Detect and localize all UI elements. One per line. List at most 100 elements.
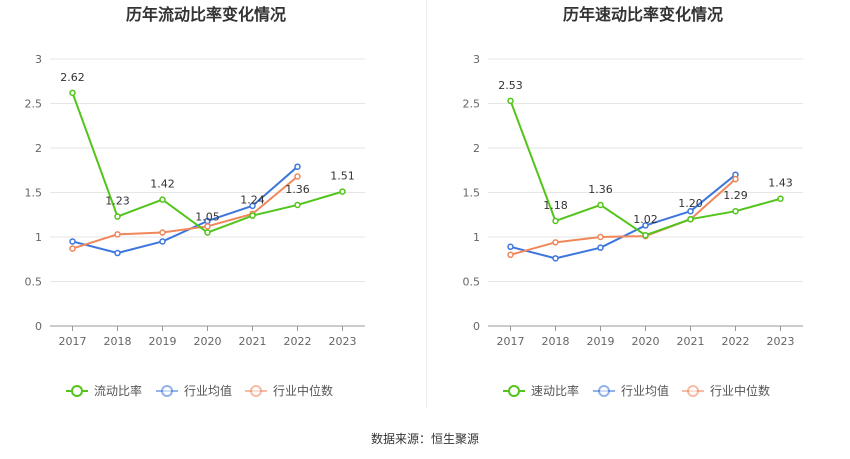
data-label: 1.24 — [240, 194, 265, 207]
data-point — [249, 212, 256, 219]
y-tick-label: 3 — [473, 53, 480, 66]
data-point — [507, 251, 514, 259]
legend-label: 行业均值 — [621, 383, 669, 398]
data-label: 1.20 — [678, 197, 703, 210]
data-label: 2.62 — [60, 71, 85, 84]
data-point — [642, 222, 649, 229]
series-line-3 — [72, 175, 299, 250]
x-tick-label: 2022 — [284, 335, 312, 348]
data-point — [597, 233, 604, 241]
legend-swatch-marker — [598, 385, 610, 397]
data-label: 1.29 — [723, 189, 748, 202]
x-tick-label: 2021 — [677, 335, 705, 348]
data-point — [507, 97, 514, 105]
data-point — [339, 188, 346, 195]
data-point — [69, 245, 76, 252]
legend-swatch-marker — [508, 385, 520, 397]
data-point — [69, 89, 76, 97]
data-point — [204, 229, 211, 236]
data-label: 1.36 — [285, 183, 310, 196]
data-point — [249, 202, 256, 210]
data-label: 2.53 — [498, 79, 523, 92]
y-tick-label: 0.5 — [463, 276, 481, 289]
data-point — [687, 215, 694, 223]
data-source-note: 数据来源：恒生聚源 — [370, 432, 479, 446]
data-point — [552, 217, 559, 225]
y-tick-label: 1.5 — [25, 187, 43, 200]
x-tick-label: 2018 — [104, 335, 132, 348]
y-tick-label: 1.5 — [463, 187, 481, 200]
legend-item-1: 速动比率 — [503, 383, 579, 398]
data-label: 1.18 — [543, 199, 568, 212]
legend-label: 行业中位数 — [273, 383, 333, 398]
data-point — [159, 229, 166, 236]
chart-divider — [426, 0, 427, 408]
y-tick-label: 3 — [35, 53, 42, 66]
data-point — [597, 244, 604, 251]
chart-title: 历年速动比率变化情况 — [563, 5, 723, 24]
data-point — [732, 207, 739, 215]
x-tick-label: 2023 — [767, 335, 795, 348]
y-tick-label: 2 — [35, 142, 42, 155]
legend-swatch-marker — [687, 385, 699, 397]
x-tick-label: 2020 — [632, 335, 660, 348]
data-label: 1.05 — [195, 211, 220, 224]
legend-label: 速动比率 — [531, 383, 579, 398]
legend-label: 流动比率 — [94, 383, 142, 398]
legend-label: 行业均值 — [184, 383, 232, 398]
data-point — [69, 238, 76, 245]
x-tick-label: 2017 — [59, 335, 87, 348]
data-point — [687, 207, 694, 215]
data-point — [294, 173, 301, 180]
x-tick-label: 2019 — [149, 335, 177, 348]
x-tick-label: 2019 — [587, 335, 615, 348]
legend-swatch-marker — [250, 385, 262, 397]
y-tick-label: 0 — [473, 320, 480, 333]
data-point — [552, 239, 559, 246]
y-tick-label: 1 — [35, 231, 42, 244]
y-tick-label: 0 — [35, 320, 42, 333]
legend-item-1: 流动比率 — [66, 383, 142, 398]
y-tick-label: 2.5 — [25, 98, 43, 111]
data-label: 1.23 — [105, 195, 130, 208]
legend-item-3: 行业中位数 — [245, 383, 333, 398]
data-point — [159, 238, 166, 245]
legend-item-2: 行业均值 — [593, 383, 669, 398]
x-tick-label: 2022 — [722, 335, 750, 348]
data-point — [777, 195, 784, 202]
data-point — [732, 175, 739, 183]
legend-swatch-marker — [161, 385, 173, 397]
y-tick-label: 2 — [473, 142, 480, 155]
x-tick-label: 2020 — [194, 335, 222, 348]
data-point — [114, 231, 121, 238]
data-point — [642, 231, 649, 239]
data-label: 1.43 — [768, 177, 793, 190]
legend-swatch-marker — [71, 385, 83, 397]
y-tick-label: 2.5 — [463, 98, 481, 111]
legend-item-3: 行业中位数 — [682, 383, 770, 398]
data-label: 1.36 — [588, 183, 613, 196]
legend-item-2: 行业均值 — [156, 383, 232, 398]
data-label: 1.51 — [330, 170, 355, 183]
data-label: 1.02 — [633, 213, 658, 226]
data-point — [114, 249, 121, 257]
x-tick-label: 2023 — [329, 335, 357, 348]
x-tick-label: 2018 — [542, 335, 570, 348]
y-tick-label: 1 — [473, 231, 480, 244]
x-tick-label: 2021 — [239, 335, 267, 348]
data-point — [507, 243, 514, 251]
data-point — [159, 196, 166, 203]
data-label: 1.42 — [150, 178, 175, 191]
data-point — [114, 213, 121, 220]
data-point — [294, 163, 301, 170]
y-tick-label: 0.5 — [25, 276, 43, 289]
chart-title: 历年流动比率变化情况 — [126, 5, 286, 24]
data-point — [294, 201, 301, 209]
data-point — [204, 223, 211, 230]
series-line-3 — [510, 178, 737, 256]
x-tick-label: 2017 — [497, 335, 525, 348]
chart-1: 历年流动比率变化情况 0 0.5 1 1.5 2 2.5 3 2017 2018 2019 2020 2… — [25, 5, 365, 398]
data-point — [597, 201, 604, 209]
